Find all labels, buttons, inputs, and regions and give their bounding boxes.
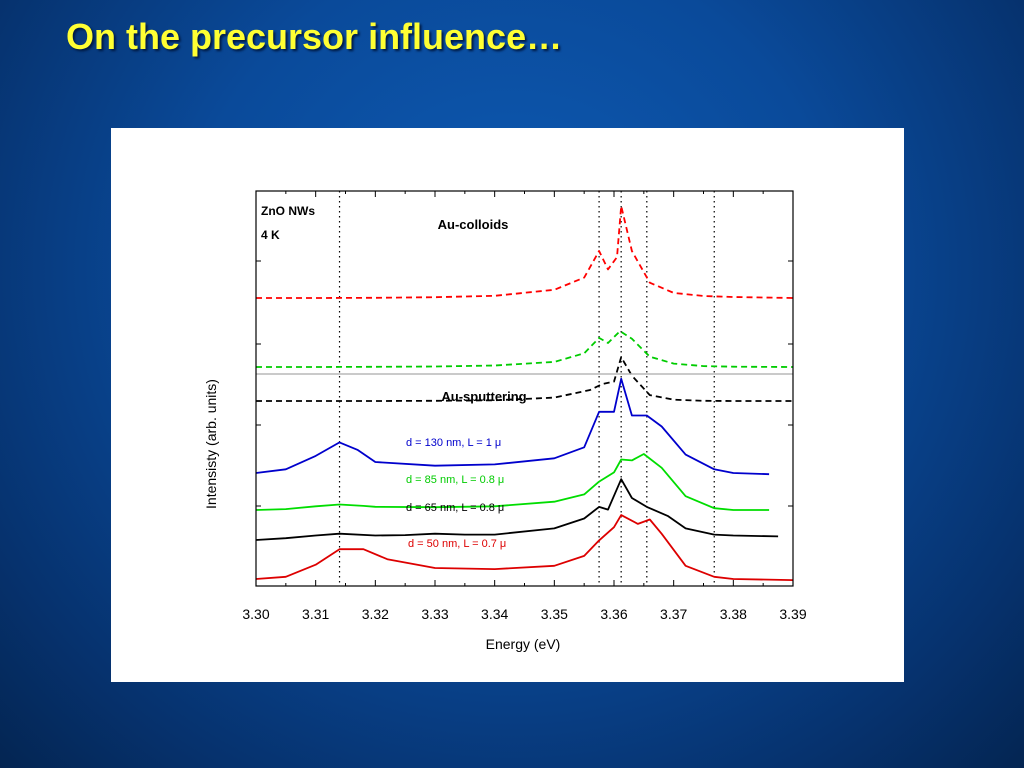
slide-title: On the precursor influence… bbox=[66, 16, 563, 57]
sample-annotation: ZnO NWs bbox=[261, 204, 315, 218]
x-tick-label: 3.36 bbox=[600, 606, 627, 622]
series-sputtering-0 bbox=[255, 377, 770, 476]
x-tick-label: 3.33 bbox=[421, 606, 448, 622]
x-tick-label: 3.31 bbox=[302, 606, 329, 622]
x-tick-label: 3.38 bbox=[720, 606, 747, 622]
x-tick-label: 3.35 bbox=[541, 606, 568, 622]
series-sputtering-2 bbox=[255, 478, 779, 541]
spectra-chart: ZnO NWs 4 K Au-colloids Au-sputtering En… bbox=[203, 190, 807, 652]
series-sputtering-3 bbox=[255, 514, 794, 581]
curve-label-130nm: d = 130 nm, L = 1 μ bbox=[406, 437, 501, 449]
x-axis-label: Energy (eV) bbox=[486, 636, 561, 652]
series-colloids-0 bbox=[256, 205, 794, 299]
temperature-annotation: 4 K bbox=[261, 228, 280, 242]
series-sputtering-1 bbox=[255, 453, 770, 511]
curve-label-65nm: d = 65 nm, L = 0.8 μ bbox=[406, 502, 504, 514]
chart-figure: ZnO NWs 4 K Au-colloids Au-sputtering En… bbox=[111, 128, 904, 682]
x-tick-label: 3.39 bbox=[779, 606, 806, 622]
curve-label-85nm: d = 85 nm, L = 0.8 μ bbox=[406, 474, 504, 486]
series-colloids-1 bbox=[256, 330, 794, 368]
x-tick-label: 3.30 bbox=[242, 606, 269, 622]
curve-label-50nm: d = 50 nm, L = 0.7 μ bbox=[408, 538, 506, 550]
x-tick-label: 3.32 bbox=[362, 606, 389, 622]
x-tick-label: 3.34 bbox=[481, 606, 508, 622]
series-colloids-2 bbox=[256, 356, 793, 402]
y-axis-label: Intensisty (arb. units) bbox=[203, 379, 219, 509]
panel-title-colloids: Au-colloids bbox=[438, 217, 509, 232]
x-tick-label: 3.37 bbox=[660, 606, 687, 622]
panel-title-sputtering: Au-sputtering bbox=[441, 389, 526, 404]
